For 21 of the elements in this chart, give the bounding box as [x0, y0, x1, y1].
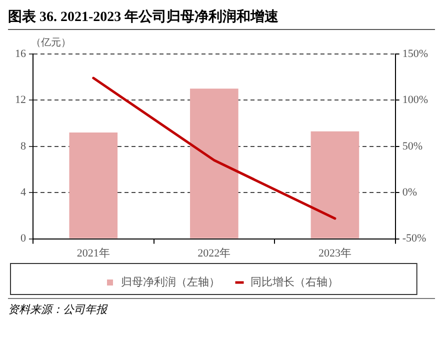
- x-tick-label: 2022年: [198, 247, 231, 260]
- x-tick-label: 2021年: [76, 247, 110, 260]
- y2-tick-label: 150%: [402, 48, 428, 60]
- y-tick-label: 16: [15, 48, 26, 60]
- x-tick-label: 2023年: [318, 247, 352, 260]
- bar: [310, 131, 360, 238]
- bar: [69, 132, 118, 238]
- y-tick-label: 4: [20, 186, 26, 198]
- chart-title: 图表 36. 2021-2023 年公司归母净利润和增速: [8, 8, 435, 30]
- y2-tick-label: -50%: [402, 232, 426, 245]
- y-tick-label: 0: [20, 232, 26, 245]
- y2-tick-label: 0%: [402, 186, 418, 198]
- legend-label: 同比增长（右轴）: [250, 275, 338, 288]
- y-tick-label: 12: [15, 94, 26, 106]
- y2-tick-label: 100%: [402, 94, 428, 106]
- legend-label: 归母净利润（左轴）: [121, 275, 220, 288]
- y-axis-title: （亿元）: [31, 38, 71, 49]
- y-tick-label: 8: [20, 140, 26, 152]
- bar: [190, 88, 238, 238]
- text: 资料来源：公司年报: [8, 298, 435, 317]
- y2-tick-label: 50%: [402, 140, 423, 152]
